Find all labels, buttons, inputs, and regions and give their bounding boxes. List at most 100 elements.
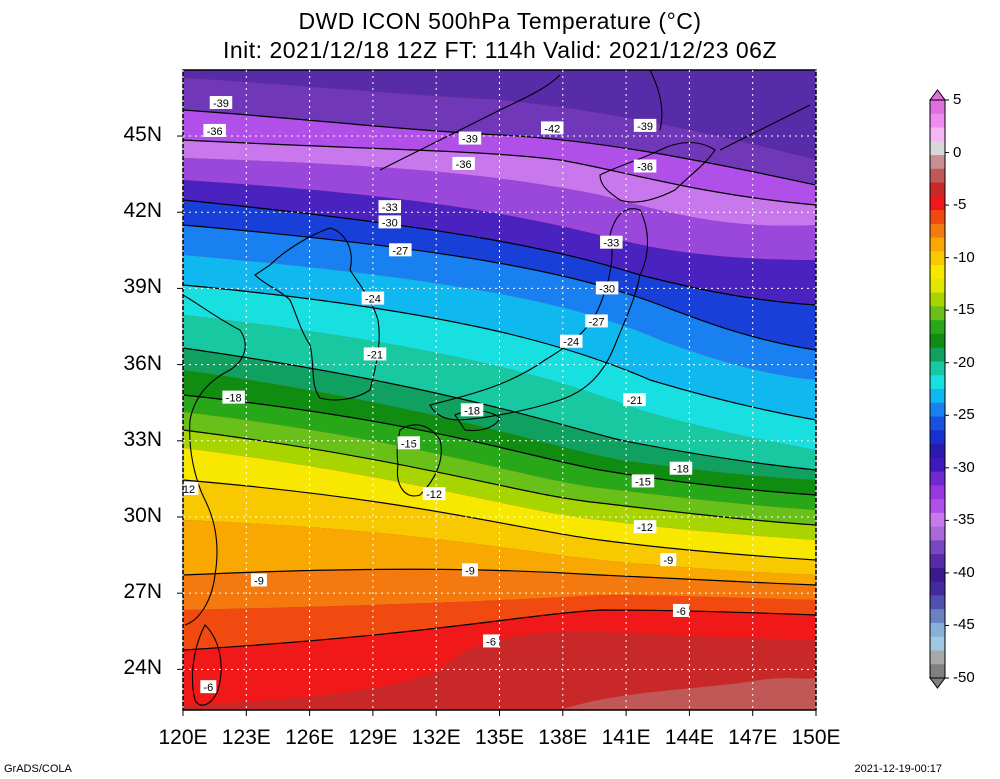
band-minus22: [183, 315, 816, 470]
lon-label: 150E: [791, 726, 841, 749]
contour-label: -27: [589, 316, 605, 328]
contour-label: -6: [486, 636, 496, 648]
colorbar-label: -35: [953, 511, 975, 529]
contour-label-bg: [483, 634, 500, 648]
colorbar-top-arrow: [929, 89, 946, 101]
colorbar-swatch: [930, 333, 945, 349]
lon-label: 144E: [664, 726, 714, 749]
colorbar-label: -30: [953, 458, 975, 476]
colorbar-label: 5: [953, 91, 962, 108]
band-minus35: [183, 140, 816, 226]
colorbar-swatch: [930, 581, 945, 596]
contour-label-bg: [222, 390, 245, 404]
contour-label-bg: [422, 487, 446, 501]
contour-label: -18: [673, 464, 689, 476]
colorbar-label: -45: [953, 616, 975, 634]
colorbar-swatch: [930, 622, 945, 638]
colorbar-swatch: [930, 430, 945, 445]
colorbar-swatch: [930, 100, 945, 115]
contour-label-bg: [595, 281, 619, 295]
colorbar-label: -5: [953, 196, 967, 214]
colorbar-swatch: [930, 402, 945, 418]
contour-label: -15: [401, 438, 417, 450]
colorbar-swatch: [930, 636, 945, 651]
kyushu-coast: [396, 424, 442, 497]
lon-label: 126E: [285, 726, 335, 749]
band-minus7: [183, 595, 816, 650]
lon-label: 123E: [221, 726, 271, 749]
contour-label: -12: [179, 484, 195, 496]
colorbar-swatch: [930, 361, 945, 376]
hokkaido-coast: [599, 141, 716, 203]
colorbar-swatch: [930, 127, 945, 142]
contour-label: -15: [635, 476, 651, 488]
footer-right: 2021-12-19-00:17: [854, 763, 942, 775]
title-line-1: DWD ICON 500hPa Temperature (°C): [298, 8, 702, 34]
contour-label-bg: [458, 131, 482, 145]
colorbar-label: -15: [953, 301, 975, 319]
contour-label: -21: [367, 349, 383, 361]
colorbar-swatch: [930, 540, 945, 555]
band-minus32: [183, 180, 816, 305]
lon-label: 132E: [411, 726, 461, 749]
footer-left: GrADS/COLA: [4, 763, 72, 775]
contour-label: -42: [544, 123, 560, 135]
colorbar-swatch: [930, 168, 945, 184]
contour-label-bg: [250, 573, 267, 587]
colorbar-swatch: [930, 141, 945, 156]
contour-label-bg: [633, 118, 657, 132]
band-minus17: [183, 412, 816, 525]
honshu-coast: [429, 208, 648, 421]
contour-label-bg: [631, 474, 655, 488]
colorbar-swatch: [930, 567, 945, 583]
lon-label: 141E: [601, 726, 651, 749]
contour-label-bg: [452, 156, 475, 170]
contour-label-bg: [660, 553, 677, 567]
contour-label-bg: [461, 563, 478, 577]
contour-label: -30: [599, 283, 615, 295]
contour-label: -27: [392, 245, 408, 257]
sakhalin-coast: [649, 70, 663, 131]
contour-label: -18: [226, 393, 242, 405]
grid-lines: [177, 70, 817, 716]
colorbar-swatch: [930, 609, 945, 624]
colorbar-swatch: [930, 499, 945, 514]
band-minus19: [183, 370, 816, 495]
contour-label-bg: [633, 159, 657, 173]
colorbar-label: -10: [953, 248, 975, 266]
contour-label: -36: [637, 162, 653, 174]
colorbar-swatch: [930, 512, 945, 528]
colorbar-bottom-arrow: [929, 677, 946, 689]
contour-label-bg: [378, 200, 402, 214]
contour-label-bg: [209, 96, 233, 110]
colorbar-swatch: [930, 554, 945, 569]
contour-label: -12: [426, 489, 442, 501]
lon-label: 138E: [538, 726, 588, 749]
contour-label-bg: [200, 680, 217, 694]
contour-label: -33: [603, 238, 619, 250]
contour-label: -33: [382, 202, 398, 214]
contour-label: -9: [254, 575, 264, 587]
map-field: -39-36-39-42 -39-36 -36-33-30-33-27-30-24-…: [179, 70, 816, 710]
colorbar-swatch: [930, 457, 945, 473]
contour-label: -9: [465, 565, 475, 577]
colorbar-swatch: [930, 155, 945, 170]
contour-label-bg: [585, 314, 608, 328]
colorbar-swatch: [930, 292, 945, 307]
band-minus26: [183, 255, 816, 420]
colorbar-swatch: [930, 278, 945, 294]
colorbar-swatch: [930, 210, 945, 225]
coastlines: [183, 70, 811, 706]
band-minus4: [560, 678, 816, 710]
contour-label: -18: [464, 405, 480, 417]
colorbar-swatch: [930, 237, 945, 252]
colorbar-swatch: [930, 595, 945, 610]
colorbar-swatch: [930, 265, 945, 280]
contour-label: -39: [462, 134, 478, 146]
contour-label: -12: [637, 522, 653, 534]
colorbar-frame: [929, 99, 946, 679]
colorbar-swatch: [930, 471, 945, 486]
lat-label: 33N: [123, 427, 162, 451]
colorbar-swatch: [930, 182, 945, 197]
contour-label: -24: [563, 337, 579, 349]
